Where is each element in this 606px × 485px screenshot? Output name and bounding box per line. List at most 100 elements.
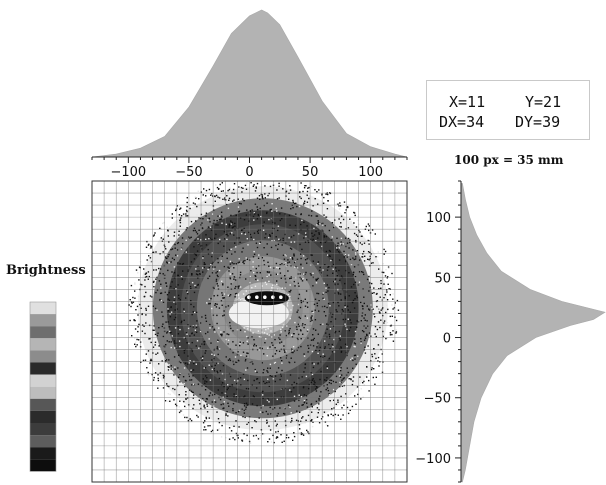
speckle-dot — [364, 319, 366, 321]
speckle-dot — [187, 327, 190, 330]
speckle-dot — [288, 329, 290, 332]
speckle-dot — [291, 420, 293, 422]
speckle-dot — [136, 338, 138, 341]
speckle-dot — [163, 221, 165, 224]
speckle-dot — [322, 323, 324, 325]
speckle-dot — [230, 214, 232, 217]
speckle-dot — [274, 407, 276, 409]
speckle-dot — [318, 399, 320, 401]
speckle-dot — [264, 197, 266, 199]
speckle-dot — [146, 259, 148, 261]
speckle-dot — [245, 387, 248, 390]
speckle-dot — [383, 248, 385, 251]
speckle-dot — [230, 223, 232, 225]
speckle-dot — [366, 305, 368, 307]
speckle-dot — [276, 398, 278, 401]
speckle-dot — [194, 229, 196, 232]
speckle-dot — [277, 267, 279, 269]
speckle-dot — [340, 405, 342, 407]
speckle-dot — [271, 203, 273, 205]
speckle-dot — [232, 200, 234, 202]
speckle-dot — [153, 269, 155, 271]
speckle-dot — [315, 390, 318, 392]
speckle-dot — [263, 259, 265, 262]
speckle-dot — [187, 363, 189, 365]
speckle-dot — [225, 199, 227, 201]
speckle-dot — [312, 311, 314, 314]
speckle-dot — [376, 305, 378, 308]
speckle-dot — [158, 327, 160, 329]
speckle-dot — [297, 346, 300, 349]
speckle-dot — [340, 369, 342, 372]
speckle-dot — [277, 243, 280, 245]
speckle-dot — [234, 293, 237, 295]
speckle-dot — [229, 359, 232, 362]
speckle-dot — [300, 253, 302, 255]
speckle-dot — [352, 380, 354, 382]
speckle-dot — [245, 358, 247, 361]
speckle-dot — [309, 273, 312, 275]
speckle-dot — [355, 363, 357, 365]
brightness-swatch — [30, 338, 56, 351]
speckle-dot — [210, 297, 212, 300]
speckle-dot — [256, 371, 258, 373]
speckle-dot — [353, 283, 355, 286]
speckle-dot — [281, 218, 283, 220]
speckle-dot — [304, 298, 306, 300]
speckle-dot — [152, 235, 155, 237]
speckle-dot — [168, 366, 170, 368]
speckle-dot — [159, 227, 161, 230]
speckle-dot — [255, 187, 257, 189]
speckle-dot — [368, 275, 370, 278]
speckle-dot — [183, 312, 185, 314]
speckle-dot — [311, 319, 313, 322]
speckle-dot — [238, 258, 240, 260]
speckle-dot — [316, 224, 318, 226]
speckle-dot — [215, 272, 217, 274]
speckle-dot — [135, 345, 137, 348]
speckle-dot — [215, 306, 218, 308]
speckle-dot — [371, 292, 374, 294]
speckle-dot — [280, 331, 282, 333]
speckle-dot — [237, 206, 240, 208]
speckle-dot — [218, 428, 220, 430]
speckle-dot — [375, 256, 377, 258]
speckle-dot — [203, 266, 205, 269]
speckle-dot — [262, 397, 264, 399]
speckle-dot — [254, 190, 257, 192]
speckle-dot — [191, 384, 193, 386]
speckle-dot — [293, 234, 295, 237]
speckle-dot — [269, 185, 272, 188]
speckle-dot — [342, 310, 344, 312]
speckle-dot — [299, 196, 301, 198]
speckle-dot — [197, 274, 199, 276]
speckle-dot — [245, 369, 247, 371]
speckle-dot — [274, 420, 276, 422]
speckle-dot — [228, 249, 231, 251]
speckle-dot — [325, 332, 327, 334]
speckle-dot — [150, 359, 153, 362]
speckle-dot — [282, 412, 285, 415]
speckle-dot — [348, 247, 350, 249]
y-tick-label: 50 — [434, 271, 451, 286]
speckle-dot — [213, 367, 215, 370]
speckle-dot — [175, 254, 177, 256]
speckle-dot — [255, 242, 258, 244]
speckle-dot — [268, 381, 270, 383]
speckle-dot — [268, 192, 270, 195]
scale-label: 100 px = 35 mm — [454, 153, 564, 167]
speckle-dot — [347, 318, 349, 320]
speckle-dot — [290, 357, 292, 359]
speckle-dot — [329, 348, 331, 350]
speckle-dot — [235, 285, 237, 288]
speckle-dot — [323, 311, 325, 313]
speckle-dot — [340, 293, 342, 295]
speckle-dot — [271, 375, 273, 377]
speckle-dot — [243, 327, 245, 329]
speckle-dot — [294, 285, 296, 287]
speckle-dot — [260, 215, 262, 218]
speckle-dot — [170, 368, 172, 370]
speckle-dot — [310, 420, 312, 422]
speckle-dot — [370, 262, 373, 264]
speckle-dot — [277, 428, 280, 430]
